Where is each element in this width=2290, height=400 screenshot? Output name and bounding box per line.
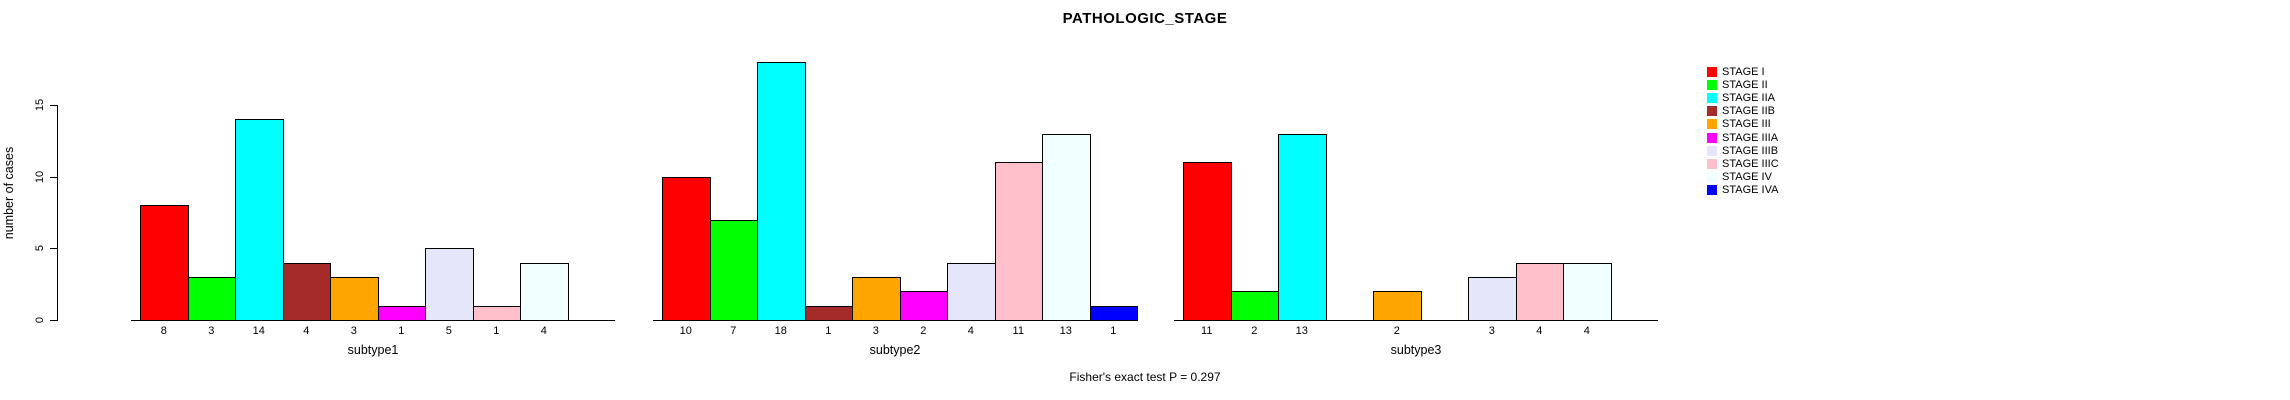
group-label-subtype3: subtype3 (1390, 343, 1442, 357)
bar-subtype3-stage-ii (1230, 291, 1279, 321)
bar-subtype3-stage-iii (1373, 291, 1422, 321)
bar-subtype1-stage-iv (520, 262, 569, 321)
bar-value-label: 2 (920, 325, 927, 337)
legend-swatch-stage-iiib (1707, 145, 1717, 156)
bar-subtype2-stage-ii (709, 219, 758, 321)
legend-swatch-stage-ii (1707, 80, 1717, 91)
bar-subtype2-stage-iii (852, 277, 901, 321)
bar-subtype3-stage-iiic (1515, 262, 1564, 321)
legend-label: STAGE IIIA (1722, 131, 1779, 144)
legend-swatch-stage-iv (1707, 171, 1717, 182)
bar-subtype1-stage-ii (187, 277, 236, 321)
bar-value-label: 3 (350, 325, 357, 337)
legend-swatch-stage-iiia (1707, 132, 1717, 143)
legend-label: STAGE I (1722, 66, 1765, 78)
bar-value-label: 4 (303, 325, 310, 337)
legend-swatch-stage-iva (1707, 184, 1717, 195)
y-axis-line (57, 105, 58, 321)
bar-value-label: 1 (825, 325, 832, 337)
group-label-subtype1: subtype1 (347, 343, 399, 357)
y-axis-label: number of cases (2, 146, 16, 240)
bar-subtype2-stage-iiia (899, 291, 948, 321)
bar-subtype1-stage-iia (235, 119, 284, 321)
legend-label: STAGE IV (1722, 170, 1772, 183)
legend-swatch-stage-iiic (1707, 158, 1717, 169)
bar-value-label: 13 (1295, 325, 1308, 337)
bar-subtype1-stage-iib (282, 262, 331, 321)
y-tick-mark (50, 105, 57, 106)
bar-subtype2-stage-iiic (994, 162, 1043, 321)
legend-label: STAGE III (1722, 118, 1771, 131)
bar-subtype2-stage-i (662, 176, 711, 321)
bar-subtype2-stage-iv (1042, 133, 1091, 321)
bar-subtype2-stage-iva (1089, 305, 1138, 321)
legend-label: STAGE IIB (1722, 105, 1775, 118)
legend-swatch-stage-i (1707, 67, 1717, 77)
bar-subtype3-stage-iv (1563, 262, 1612, 321)
bar-subtype1-stage-iiic (472, 305, 521, 321)
y-tick-mark (50, 320, 57, 321)
bar-value-label: 3 (872, 325, 879, 337)
bar-value-label: 4 (1583, 325, 1590, 337)
group-label-subtype2: subtype2 (869, 343, 921, 357)
bar-value-label: 11 (1201, 325, 1213, 337)
bar-value-label: 1 (398, 325, 405, 337)
bar-value-label: 13 (1059, 325, 1072, 337)
bar-subtype1-stage-i (140, 205, 189, 321)
legend-label: STAGE IIIC (1722, 157, 1779, 170)
bar-value-label: 4 (540, 325, 547, 337)
bar-value-label: 7 (730, 325, 737, 337)
bar-value-label: 14 (252, 325, 265, 337)
legend-swatch-stage-iia (1707, 93, 1717, 104)
y-tick-mark (50, 176, 57, 178)
bar-subtype3-stage-i (1183, 162, 1232, 321)
bar-value-label: 3 (208, 325, 215, 337)
bar-value-label: 4 (967, 325, 974, 337)
y-tick-label: 0 (34, 316, 46, 324)
bar-subtype2-stage-iiib (947, 262, 996, 321)
bar-value-label: 4 (1536, 325, 1543, 337)
y-tick-label: 15 (34, 98, 46, 112)
bar-value-label: 11 (1012, 325, 1024, 337)
y-tick-label: 5 (34, 245, 46, 252)
bar-value-label: 8 (160, 325, 167, 337)
bar-value-label: 10 (679, 325, 692, 337)
legend-label: STAGE II (1722, 79, 1768, 92)
bar-subtype1-stage-iiia (377, 305, 426, 321)
legend-label: STAGE IIIB (1722, 144, 1779, 157)
bar-subtype2-stage-iib (804, 305, 853, 321)
fisher-test-annotation: Fisher's exact test P = 0.297 (1069, 370, 1221, 384)
bar-subtype2-stage-iia (757, 62, 806, 321)
bar-value-label: 5 (445, 325, 452, 337)
bar-subtype1-stage-iii (330, 277, 379, 321)
y-tick-mark (50, 248, 57, 250)
y-tick-label: 10 (34, 170, 46, 183)
legend-label: STAGE IVA (1722, 183, 1779, 196)
bar-subtype1-stage-iiib (425, 248, 474, 321)
bar-value-label: 18 (774, 325, 787, 337)
bar-value-label: 1 (493, 325, 500, 337)
bar-value-label: 1 (1110, 325, 1117, 337)
bar-value-label: 2 (1393, 325, 1400, 337)
bar-value-label: 2 (1251, 325, 1258, 337)
legend-swatch-stage-iib (1707, 106, 1717, 117)
legend-label: STAGE IIA (1722, 92, 1775, 105)
bar-subtype3-stage-iiib (1468, 277, 1517, 321)
bar-subtype3-stage-iia (1278, 133, 1327, 321)
legend-swatch-stage-iii (1707, 119, 1717, 130)
chart-title: PATHOLOGIC_STAGE (1062, 10, 1228, 27)
bar-value-label: 3 (1488, 325, 1495, 337)
